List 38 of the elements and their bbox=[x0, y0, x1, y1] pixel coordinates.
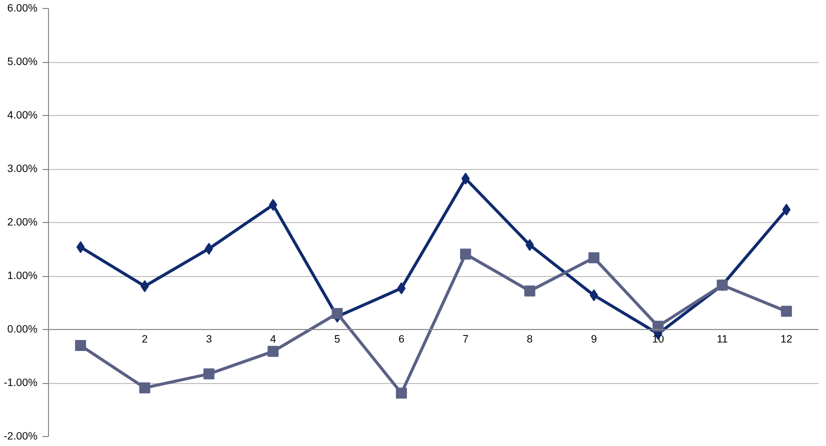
x-tick-label: 3 bbox=[206, 334, 212, 346]
y-tick-label: 6.00% bbox=[7, 2, 38, 14]
y-tick-label: 3.00% bbox=[7, 163, 38, 175]
y-tick-label: 4.00% bbox=[7, 110, 38, 122]
x-tick-label: 12 bbox=[780, 334, 792, 346]
x-tick-label: 8 bbox=[526, 334, 533, 346]
y-tick-label: 2.00% bbox=[7, 216, 38, 228]
point bbox=[204, 242, 214, 255]
x-tick-label: 9 bbox=[590, 334, 597, 346]
point bbox=[590, 289, 598, 302]
point bbox=[782, 204, 791, 216]
point bbox=[268, 198, 278, 211]
x-tick-label: 7 bbox=[462, 334, 469, 346]
point bbox=[461, 172, 470, 185]
x-tick-label: 11 bbox=[716, 334, 728, 346]
point bbox=[332, 308, 343, 319]
y-tick-label: 1.00% bbox=[7, 270, 38, 282]
point bbox=[524, 285, 536, 296]
point bbox=[460, 248, 472, 260]
x-tick-label: 5 bbox=[334, 334, 340, 346]
point bbox=[588, 252, 600, 264]
y-tick-label: -2.00% bbox=[4, 430, 38, 442]
point bbox=[780, 306, 792, 317]
x-tick-label: 2 bbox=[142, 334, 148, 346]
point bbox=[397, 282, 406, 294]
x-tick-label: 10 bbox=[652, 334, 664, 346]
x-tick-label: 4 bbox=[270, 334, 276, 346]
point bbox=[76, 241, 85, 254]
point bbox=[139, 382, 150, 394]
y-tick-label: 0.00% bbox=[7, 324, 38, 336]
x-tick-label: 6 bbox=[398, 334, 404, 346]
point bbox=[268, 346, 279, 357]
point bbox=[396, 388, 407, 399]
y-tick-label: 5.00% bbox=[7, 56, 38, 68]
point bbox=[203, 368, 214, 380]
point bbox=[652, 320, 664, 332]
y-tick-label: -1.00% bbox=[4, 377, 38, 389]
point bbox=[75, 340, 86, 352]
